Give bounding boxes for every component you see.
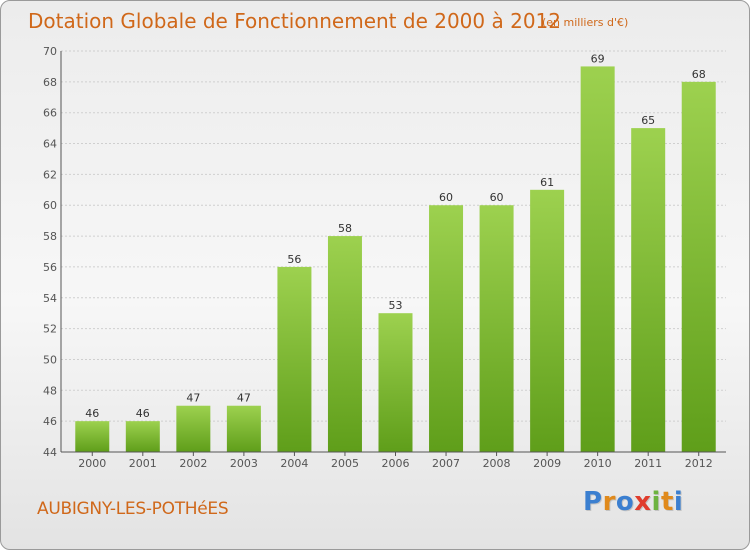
x-tick-label: 2007 (432, 457, 460, 470)
data-label: 46 (85, 407, 99, 420)
data-label: 65 (641, 114, 655, 127)
x-tick-label: 2010 (584, 457, 612, 470)
axes: 44 46 48 50 52 54 56 58 60 62 64 66 68 70 2000 2001 2002… (43, 45, 726, 470)
bar (125, 421, 160, 452)
y-tick-label: 52 (43, 323, 57, 336)
y-tick-label: 62 (43, 168, 57, 181)
data-label: 61 (540, 176, 554, 189)
x-tick-label: 2001 (129, 457, 157, 470)
bar (327, 236, 362, 452)
y-tick-label: 48 (43, 384, 57, 397)
x-tick-label: 2003 (230, 457, 258, 470)
logo-letter: x (634, 487, 652, 517)
logo-letter: i (651, 487, 661, 517)
bar (681, 81, 716, 452)
y-tick-label: 46 (43, 415, 57, 428)
chart-subtitle: (en milliers d'€) (542, 16, 629, 29)
bar (277, 266, 312, 452)
bar (631, 128, 666, 452)
y-tick-label: 64 (43, 138, 57, 151)
bar (378, 313, 413, 452)
bar (530, 189, 565, 453)
x-tick-label: 2000 (78, 457, 106, 470)
logo-letter: P (583, 487, 603, 517)
data-label: 47 (186, 392, 200, 405)
x-tick-label: 2011 (634, 457, 662, 470)
x-tick-label: 2004 (280, 457, 308, 470)
y-tick-label: 60 (43, 199, 57, 212)
data-label: 58 (338, 222, 352, 235)
data-label: 68 (692, 68, 706, 81)
commune-name: AUBIGNY-LES-POTHéES (37, 499, 229, 519)
data-label: 69 (591, 52, 605, 65)
y-tick-label: 54 (43, 292, 57, 305)
x-tick-label: 2006 (382, 457, 410, 470)
y-tick-label: 44 (43, 446, 57, 459)
bar (429, 205, 464, 452)
x-tick-label: 2005 (331, 457, 359, 470)
bar (226, 405, 261, 452)
x-tick-label: 2008 (483, 457, 511, 470)
data-label: 46 (136, 407, 150, 420)
bar (479, 205, 514, 452)
data-label: 47 (237, 392, 251, 405)
x-tick-label: 2012 (685, 457, 713, 470)
y-tick-label: 58 (43, 230, 57, 243)
data-label: 53 (389, 299, 403, 312)
bars: 46 46 47 47 56 58 53 60 60 61 69 65 68 (75, 52, 716, 453)
x-tick-label: 2002 (179, 457, 207, 470)
data-label: 56 (287, 253, 301, 266)
data-label: 60 (490, 191, 504, 204)
logo-letter: i (673, 487, 684, 517)
chart-title: Dotation Globale de Fonctionnement de 20… (28, 9, 561, 33)
y-tick-label: 56 (43, 261, 57, 274)
y-tick-label: 68 (43, 76, 57, 89)
y-tick-label: 66 (43, 107, 57, 120)
bar (580, 66, 615, 452)
x-tick-label: 2009 (533, 457, 561, 470)
logo-letter: o (615, 487, 635, 517)
data-label: 60 (439, 191, 453, 204)
proxiti-logo: Proxiti (583, 487, 683, 517)
bar (75, 421, 110, 452)
y-tick-label: 70 (43, 45, 57, 58)
bar (176, 405, 211, 452)
y-tick-label: 50 (43, 353, 57, 366)
logo-letter: t (660, 487, 674, 517)
logo-letter: r (602, 487, 616, 517)
